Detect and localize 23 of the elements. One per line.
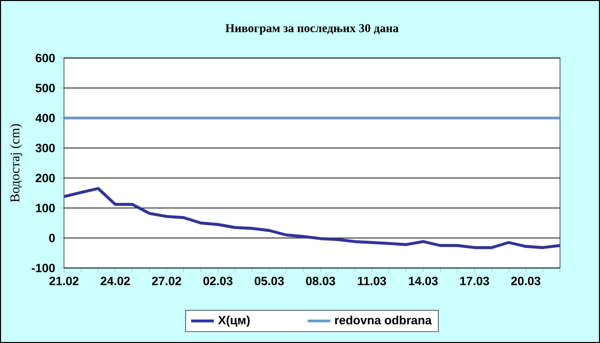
y-tick-label: 200 xyxy=(36,174,55,182)
x-tick-label: 27.02 xyxy=(152,276,182,286)
x-tick-label: 08.03 xyxy=(306,276,336,286)
y-tick-label: -100 xyxy=(32,264,55,272)
x-tick-label: 05.03 xyxy=(254,276,284,286)
x-tick-label: 21.02 xyxy=(49,276,79,286)
x-tick-label: 20.03 xyxy=(511,276,540,286)
y-tick-label: 500 xyxy=(36,84,55,92)
x-tick-label: 11.03 xyxy=(358,276,386,286)
legend-label: X(цм) xyxy=(218,316,250,327)
x-tick-label: 17.03 xyxy=(460,276,490,286)
line-series xyxy=(64,187,560,250)
chart-title: Нивограм за последњих 30 дана xyxy=(225,24,399,35)
y-axis-title: Водостај (cm) xyxy=(10,124,22,202)
y-tick-label: 0 xyxy=(49,234,55,242)
y-tick-label: 100 xyxy=(36,204,55,212)
y-tick-label: 600 xyxy=(36,54,55,62)
y-tick-label: 400 xyxy=(35,114,55,122)
x-tick-label: 24.02 xyxy=(100,276,130,286)
x-tick-label: 02.03 xyxy=(203,276,232,286)
legend-label: redovna odbrana xyxy=(335,316,432,324)
y-tick-label: 300 xyxy=(36,144,55,152)
x-tick-label: 14.03 xyxy=(408,276,438,286)
